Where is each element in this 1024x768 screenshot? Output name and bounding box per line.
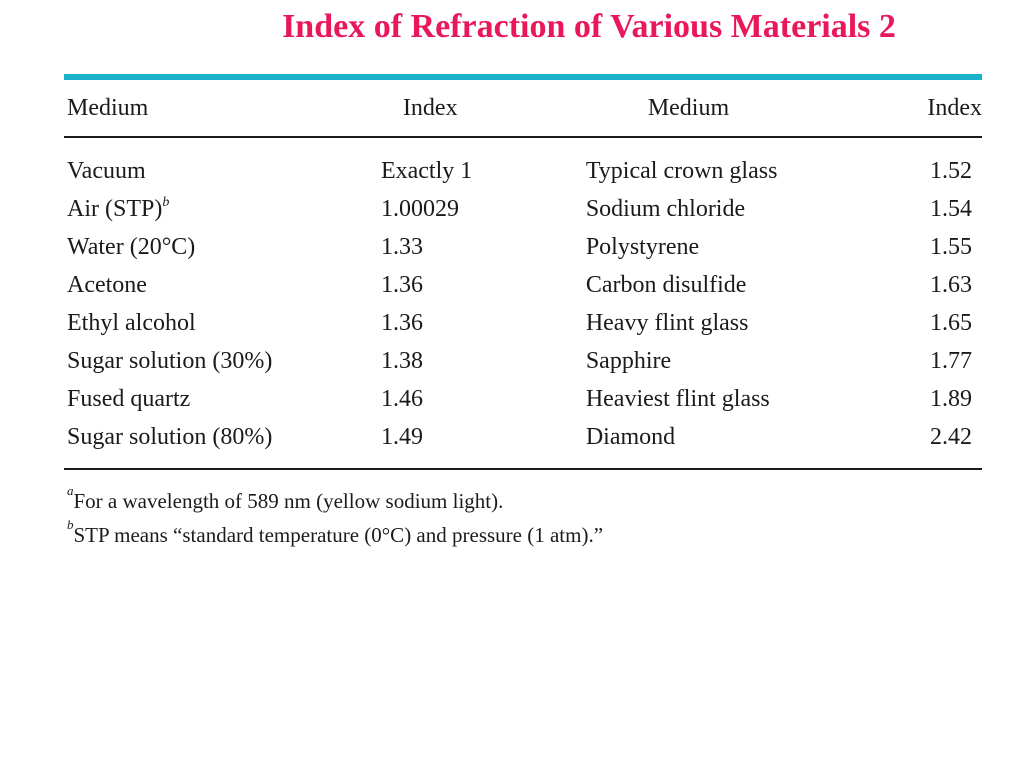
table-row: Air (STP)b 1.00029 Sodium chloride 1.54: [64, 190, 982, 228]
header-index-right: Index: [927, 80, 982, 138]
cell-index-right: 1.63: [930, 271, 972, 298]
medium-name: Vacuum: [67, 157, 146, 184]
table-body: Vacuum Exactly 1 Typical crown glass 1.52 Ai…: [64, 137, 982, 469]
footnote-text: STP means “standard temperature (0°C) an…: [73, 523, 604, 547]
header-medium-right: Medium: [585, 80, 928, 138]
header-index-left: Index: [380, 80, 586, 138]
cell-index-right: 1.55: [930, 233, 972, 260]
cell-medium-right: Heavy flint glass: [585, 309, 749, 336]
slide-title: Index of Refraction of Various Materials…: [282, 8, 896, 45]
cell-index-right: 1.65: [930, 309, 972, 336]
medium-name: Fused quartz: [67, 385, 191, 412]
cell-medium-right: Carbon disulfide: [585, 271, 747, 298]
refraction-index-table: Medium Index Medium Index Vacuum Exactly …: [64, 80, 982, 470]
medium-name: Water (20°C): [67, 233, 196, 260]
medium-name: Ethyl alcohol: [67, 309, 196, 336]
medium-name: Air (STP): [67, 195, 163, 222]
cell-index-left: Exactly 1: [380, 157, 473, 184]
table-footnotes: aFor a wavelength of 589 nm (yellow sodi…: [64, 484, 982, 552]
refraction-table-container: Medium Index Medium Index Vacuum Exactly …: [64, 74, 982, 552]
table-row: Fused quartz 1.46 Heaviest flint glass 1.89: [64, 380, 982, 418]
cell-medium-right: Sodium chloride: [585, 195, 746, 222]
cell-index-left: 1.49: [380, 423, 423, 450]
footnote-marker: a: [67, 483, 74, 498]
medium-name: Acetone: [67, 271, 147, 298]
table-row: Water (20°C) 1.33 Polystyrene 1.55: [64, 228, 982, 266]
cell-medium-left: Water (20°C): [64, 228, 381, 266]
footnote-marker: b: [67, 517, 74, 532]
header-medium-left: Medium: [64, 80, 381, 138]
medium-name: Sugar solution (30%): [67, 347, 273, 374]
cell-index-left: 1.36: [380, 271, 423, 298]
cell-index-left: 1.33: [380, 233, 423, 260]
table-row: Sugar solution (30%) 1.38 Sapphire 1.77: [64, 342, 982, 380]
table-row: Acetone 1.36 Carbon disulfide 1.63: [64, 266, 982, 304]
cell-medium-left: Vacuum: [64, 137, 381, 190]
cell-medium-right: Typical crown glass: [585, 157, 778, 184]
medium-name: Sugar solution (80%): [67, 423, 273, 450]
table-row: Sugar solution (80%) 1.49 Diamond 2.42: [64, 418, 982, 469]
cell-index-right: 1.54: [930, 195, 972, 222]
cell-medium-left: Acetone: [64, 266, 381, 304]
cell-index-left: 1.36: [380, 309, 423, 336]
footnote-reference: b: [162, 194, 170, 210]
cell-index-right: 2.42: [930, 423, 972, 450]
cell-index-right: 1.77: [930, 347, 972, 374]
table-top-rule: [64, 74, 982, 80]
cell-index-left: 1.00029: [380, 195, 459, 222]
table-header-row: Medium Index Medium Index: [64, 80, 982, 138]
cell-medium-left: Sugar solution (30%): [64, 342, 381, 380]
table-row: Vacuum Exactly 1 Typical crown glass 1.52: [64, 137, 982, 190]
cell-medium-right: Diamond: [585, 423, 676, 450]
footnote-text: For a wavelength of 589 nm (yellow sodiu…: [73, 489, 504, 513]
cell-medium-left: Fused quartz: [64, 380, 381, 418]
cell-medium-left: Sugar solution (80%): [64, 418, 381, 469]
footnote-a: aFor a wavelength of 589 nm (yellow sodi…: [67, 484, 982, 518]
cell-index-left: 1.46: [380, 385, 423, 412]
cell-medium-right: Sapphire: [585, 347, 672, 374]
footnote-b: bSTP means “standard temperature (0°C) a…: [67, 518, 982, 552]
cell-medium-left: Ethyl alcohol: [64, 304, 381, 342]
cell-index-left: 1.38: [380, 347, 423, 374]
cell-index-right: 1.52: [930, 157, 972, 184]
cell-medium-left: Air (STP)b: [64, 190, 381, 228]
table-row: Ethyl alcohol 1.36 Heavy flint glass 1.65: [64, 304, 982, 342]
cell-index-right: 1.89: [930, 385, 972, 412]
cell-medium-right: Polystyrene: [585, 233, 700, 260]
cell-medium-right: Heaviest flint glass: [585, 385, 770, 412]
